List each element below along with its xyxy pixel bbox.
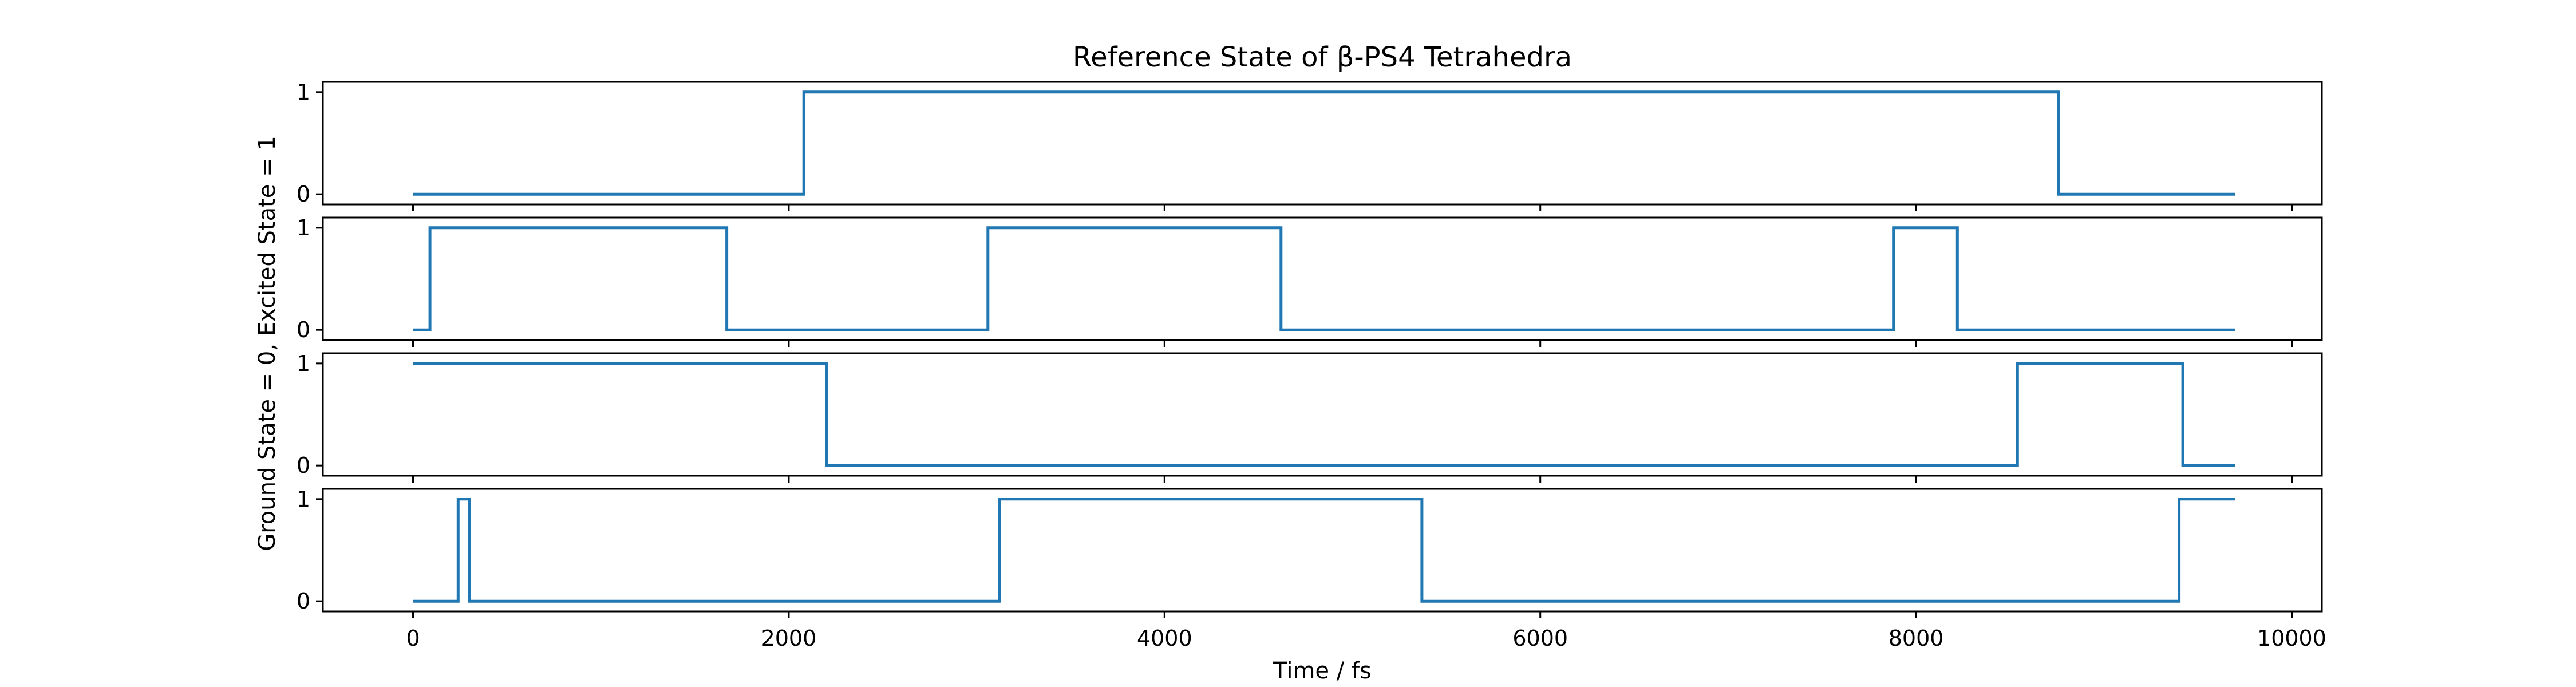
x-tick-label: 10000 [2257,626,2326,651]
series-line [413,362,2235,467]
y-tick-label: 0 [297,453,310,478]
x-tick-label: 8000 [1888,626,1944,651]
series-line [413,90,2235,196]
subplot-frame [322,352,2323,477]
subplot-2: 01 [297,215,2323,347]
subplot-1: 01 [297,80,2323,211]
y-tick-label: 0 [297,589,310,614]
x-axis-label: Time / fs [1273,658,1372,684]
series-line [413,226,2235,331]
subplot-4: 01 [297,487,2323,618]
y-tick-label: 1 [297,487,310,512]
y-tick-label: 0 [297,181,310,207]
subplot-frame [322,216,2323,341]
x-tick-label: 0 [406,626,420,651]
series-line [413,498,2235,603]
y-tick-label: 0 [297,317,310,342]
x-tick-label: 6000 [1512,626,1568,651]
y-axis-label: Ground State = 0, Excited State = 1 [254,136,280,551]
chart-title: Reference State of β-PS4 Tetrahedra [1073,41,1572,73]
x-tick-label: 4000 [1137,626,1192,651]
subplot-frame [322,488,2323,613]
subplot-frame [322,81,2323,206]
y-tick-label: 1 [297,351,310,376]
x-tick-label: 2000 [761,626,817,651]
y-tick-label: 1 [297,215,310,240]
subplot-3: 01 [297,351,2323,483]
y-tick-label: 1 [297,80,310,105]
